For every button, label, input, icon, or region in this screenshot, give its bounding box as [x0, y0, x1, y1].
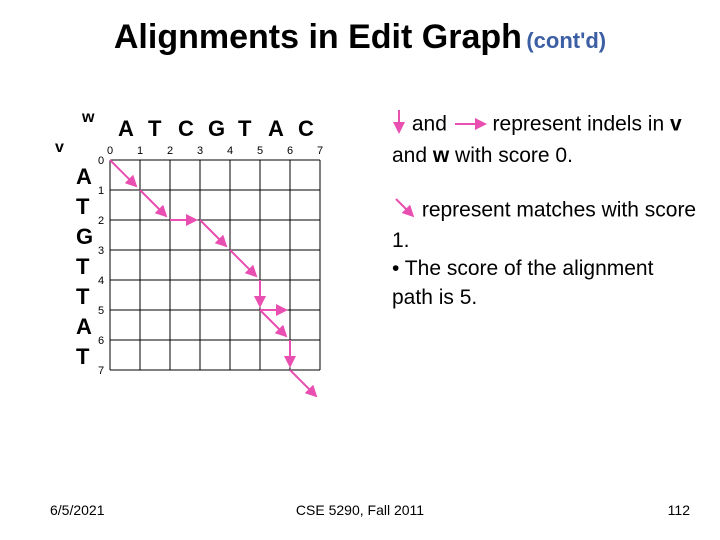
svg-text:G: G [208, 116, 225, 141]
svg-text:C: C [298, 116, 314, 141]
right-arrow-icon [453, 111, 487, 139]
title-sub: (cont'd) [526, 28, 606, 53]
text-v: v [670, 113, 682, 136]
svg-text:3: 3 [98, 245, 104, 257]
svg-text:0: 0 [107, 145, 113, 157]
svg-text:T: T [148, 116, 162, 141]
text-bullet-score: • The score of the alignment path is 5. [392, 257, 653, 308]
svg-text:5: 5 [98, 305, 104, 317]
svg-text:6: 6 [98, 335, 104, 347]
svg-text:T: T [76, 284, 90, 309]
paragraph-matches: represent matches with score 1. • The sc… [392, 195, 697, 312]
text-score0: with score 0. [449, 144, 573, 167]
svg-text:2: 2 [167, 145, 173, 157]
slide-title: Alignments in Edit Graph (cont'd) [0, 18, 720, 57]
svg-text:2: 2 [98, 215, 104, 227]
text-and2: and [392, 144, 433, 167]
svg-text:A: A [118, 116, 134, 141]
svg-text:T: T [238, 116, 252, 141]
svg-text:5: 5 [257, 145, 263, 157]
edit-graph-svg: wv01234567ATCGTAC01234567ATGTTAT [50, 105, 370, 425]
svg-text:T: T [76, 254, 90, 279]
svg-text:3: 3 [197, 145, 203, 157]
text-and: and [406, 113, 453, 136]
svg-text:T: T [76, 194, 90, 219]
svg-text:A: A [76, 314, 92, 339]
svg-text:1: 1 [98, 185, 104, 197]
text-represent-indels: represent indels in [487, 113, 670, 136]
body-text: and represent indels in v and w with sco… [392, 108, 697, 336]
svg-text:4: 4 [98, 275, 104, 287]
svg-text:0: 0 [98, 155, 104, 167]
svg-text:G: G [76, 224, 93, 249]
svg-text:A: A [268, 116, 284, 141]
svg-text:v: v [55, 139, 64, 156]
svg-text:C: C [178, 116, 194, 141]
diag-arrow-icon [392, 195, 416, 227]
svg-text:T: T [76, 344, 90, 369]
down-arrow-icon [392, 108, 406, 142]
svg-text:A: A [76, 164, 92, 189]
footer-page: 112 [668, 502, 690, 518]
svg-text:1: 1 [137, 145, 143, 157]
paragraph-indels: and represent indels in v and w with sco… [392, 108, 697, 171]
svg-text:4: 4 [227, 145, 233, 157]
footer-course: CSE 5290, Fall 2011 [0, 502, 720, 518]
slide: Alignments in Edit Graph (cont'd) wv0123… [0, 0, 720, 540]
edit-graph: wv01234567ATCGTAC01234567ATGTTAT [50, 105, 370, 425]
svg-text:w: w [81, 109, 95, 126]
slide-footer: 6/5/2021 CSE 5290, Fall 2011 112 [0, 502, 720, 522]
text-matches: represent matches with score 1. [392, 198, 696, 252]
svg-text:6: 6 [287, 145, 293, 157]
text-w: w [433, 144, 449, 167]
title-main: Alignments in Edit Graph [114, 18, 522, 56]
svg-text:7: 7 [317, 145, 323, 157]
svg-text:7: 7 [98, 365, 104, 377]
